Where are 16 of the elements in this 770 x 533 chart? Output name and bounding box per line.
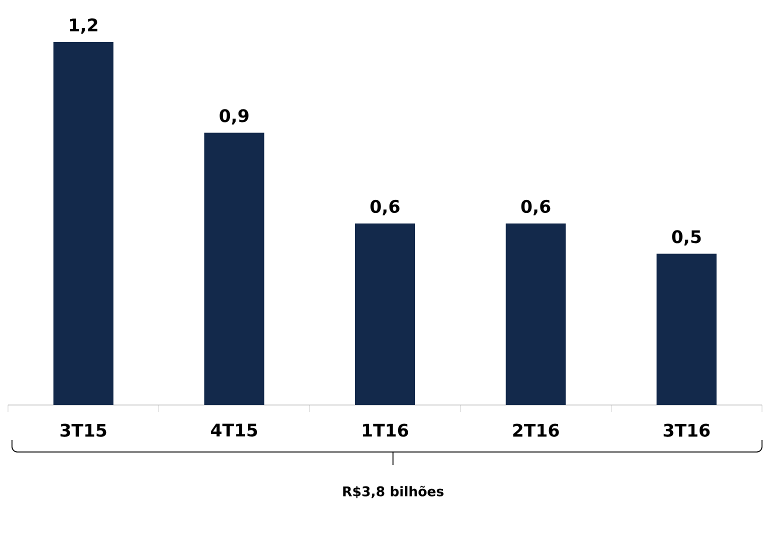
bar [656, 254, 717, 405]
data-label: 0,5 [672, 230, 701, 246]
x-tick-label: 3T16 [664, 424, 710, 437]
bar [204, 132, 264, 405]
x-tick-label: 2T16 [513, 424, 559, 437]
bar [355, 224, 416, 405]
bar [53, 42, 114, 405]
bar [506, 224, 566, 405]
data-label: 0,6 [521, 200, 550, 216]
x-tick-label: 1T16 [362, 424, 408, 437]
data-label: 0,9 [220, 109, 248, 124]
data-label: 0,6 [370, 200, 400, 216]
data-label: 1,2 [70, 18, 98, 34]
x-tick-label: 4T15 [210, 424, 258, 437]
x-tick-label: 3T15 [60, 424, 106, 437]
text: R$3,8 bilhões [343, 486, 444, 498]
